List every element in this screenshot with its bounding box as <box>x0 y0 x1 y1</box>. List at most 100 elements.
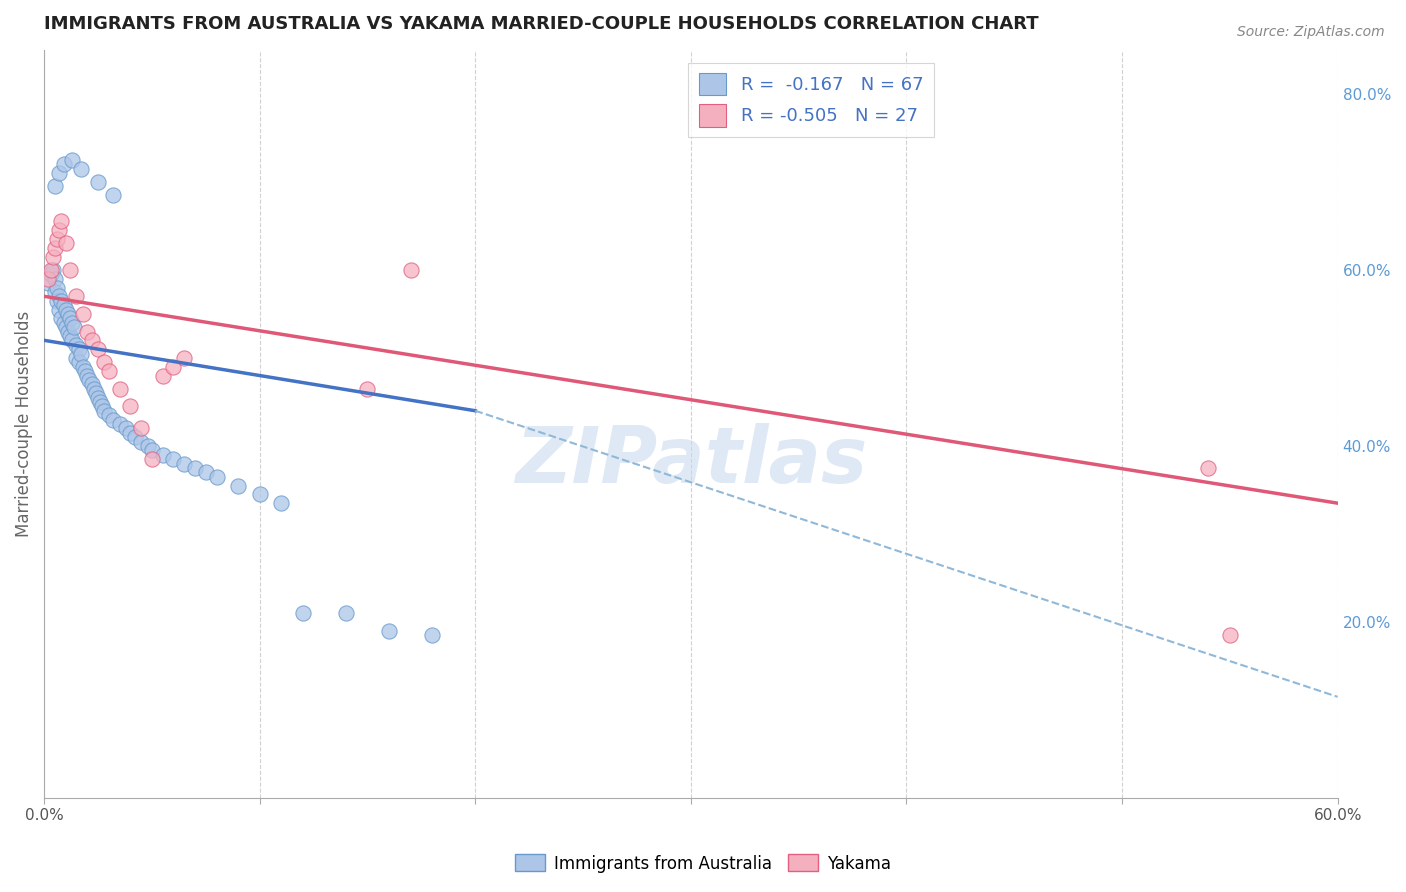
Point <box>93 355 115 369</box>
Point <box>44 271 66 285</box>
Point <box>162 452 184 467</box>
Point <box>52 157 75 171</box>
Point <box>226 478 249 492</box>
Text: IMMIGRANTS FROM AUSTRALIA VS YAKAMA MARRIED-COUPLE HOUSEHOLDS CORRELATION CHART: IMMIGRANTS FROM AUSTRALIA VS YAKAMA MARR… <box>44 15 1039 33</box>
Point <box>67 342 90 356</box>
Point <box>249 487 271 501</box>
Point <box>46 293 69 308</box>
Point <box>173 457 195 471</box>
Point <box>59 311 82 326</box>
Point <box>152 448 174 462</box>
Point <box>46 280 69 294</box>
Point <box>67 355 90 369</box>
Point <box>91 400 114 414</box>
Point <box>72 359 94 374</box>
Point <box>129 421 152 435</box>
Point <box>69 161 91 176</box>
Y-axis label: Married-couple Households: Married-couple Households <box>15 310 32 537</box>
Point <box>97 408 120 422</box>
Point <box>37 276 59 290</box>
Point <box>69 346 91 360</box>
Point <box>93 403 115 417</box>
Point <box>420 628 443 642</box>
Point <box>48 289 70 303</box>
Point <box>120 400 142 414</box>
Point <box>55 236 77 251</box>
Point <box>108 417 131 431</box>
Point <box>65 351 87 365</box>
Point <box>52 316 75 330</box>
Point <box>84 386 107 401</box>
Point <box>80 334 103 348</box>
Point <box>87 391 110 405</box>
Point <box>76 368 98 383</box>
Point <box>39 263 62 277</box>
Point <box>51 293 73 308</box>
Point <box>48 223 70 237</box>
Point <box>79 373 101 387</box>
Point <box>1197 461 1219 475</box>
Point <box>87 342 110 356</box>
Point <box>101 188 124 202</box>
Point <box>141 452 163 467</box>
Point <box>55 320 77 334</box>
Point <box>37 271 59 285</box>
Point <box>115 421 138 435</box>
Point <box>44 285 66 299</box>
Point <box>173 351 195 365</box>
Point <box>46 232 69 246</box>
Point <box>108 382 131 396</box>
Point <box>162 359 184 374</box>
Point <box>60 334 83 348</box>
Point <box>63 320 86 334</box>
Point <box>120 425 142 440</box>
Point <box>56 325 79 339</box>
Point <box>136 439 159 453</box>
Point <box>80 377 103 392</box>
Legend: R =  -0.167   N = 67, R = -0.505   N = 27: R = -0.167 N = 67, R = -0.505 N = 27 <box>689 62 934 137</box>
Point <box>60 153 83 167</box>
Point <box>65 337 87 351</box>
Point <box>59 329 82 343</box>
Point <box>42 250 65 264</box>
Point <box>44 179 66 194</box>
Point <box>129 434 152 449</box>
Point <box>378 624 401 638</box>
Point <box>194 466 217 480</box>
Point <box>291 606 314 620</box>
Point <box>87 175 110 189</box>
Point <box>152 368 174 383</box>
Point <box>124 430 146 444</box>
Point <box>51 214 73 228</box>
Point <box>1219 628 1241 642</box>
Point <box>39 268 62 282</box>
Point <box>44 241 66 255</box>
Point <box>97 364 120 378</box>
Point <box>59 263 82 277</box>
Text: ZIPatlas: ZIPatlas <box>515 424 868 500</box>
Point <box>270 496 292 510</box>
Point <box>184 461 207 475</box>
Point <box>48 166 70 180</box>
Point <box>42 263 65 277</box>
Point <box>141 443 163 458</box>
Legend: Immigrants from Australia, Yakama: Immigrants from Australia, Yakama <box>509 847 897 880</box>
Point <box>51 311 73 326</box>
Point <box>52 298 75 312</box>
Point <box>72 307 94 321</box>
Point <box>89 395 111 409</box>
Point <box>83 382 105 396</box>
Point <box>335 606 357 620</box>
Point <box>60 316 83 330</box>
Point <box>75 364 97 378</box>
Point <box>56 307 79 321</box>
Text: Source: ZipAtlas.com: Source: ZipAtlas.com <box>1237 25 1385 39</box>
Point <box>205 469 228 483</box>
Point <box>399 263 422 277</box>
Point <box>76 325 98 339</box>
Point <box>101 412 124 426</box>
Point <box>356 382 378 396</box>
Point <box>55 302 77 317</box>
Point <box>48 302 70 317</box>
Point <box>65 289 87 303</box>
